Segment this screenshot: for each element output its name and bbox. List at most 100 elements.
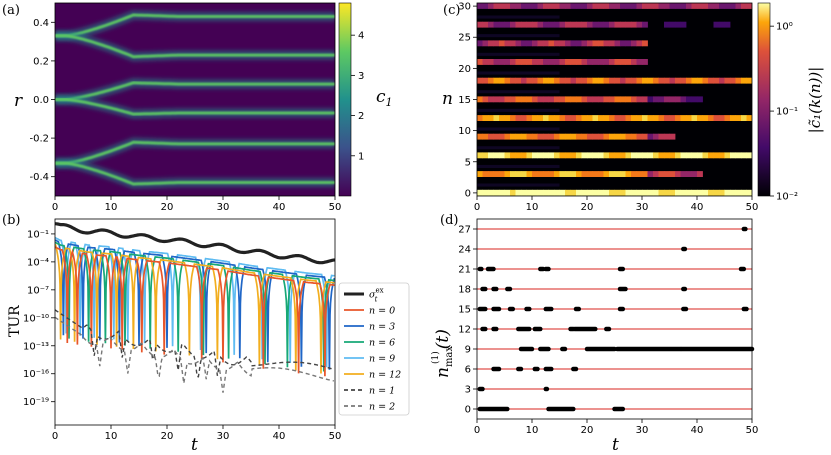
legend-b-entry: n = 3 bbox=[369, 322, 395, 333]
axis-d-y-ticklabel: 12 bbox=[458, 325, 471, 336]
heatmap-c-cell bbox=[554, 189, 560, 196]
heatmap-c-cell bbox=[647, 152, 654, 159]
axis-b-x-ticklabel: 50 bbox=[329, 431, 342, 442]
heatmap-c-cell bbox=[521, 171, 527, 177]
heatmap-c-cell bbox=[565, 189, 571, 196]
axis-a-y-ticklabel: 0.4 bbox=[33, 18, 49, 29]
heatmap-c-cell bbox=[658, 133, 665, 140]
heatmap-c-cell bbox=[537, 189, 544, 196]
heatmap-c-cell bbox=[636, 59, 643, 65]
heatmap-c-cell bbox=[554, 40, 560, 47]
heatmap-c-cell bbox=[669, 96, 676, 103]
axis-a-x-ticklabel: 30 bbox=[217, 202, 230, 213]
axis-d-x-ticklabel: 10 bbox=[526, 425, 539, 436]
heatmap-c-cell bbox=[664, 77, 670, 84]
heatmap-c-cell bbox=[609, 3, 615, 9]
heatmap-c-cell bbox=[510, 3, 516, 9]
axis-c-x-ticklabel: 50 bbox=[746, 202, 759, 213]
heatmap-c-cell bbox=[504, 152, 511, 159]
heatmap-c-cell bbox=[609, 96, 615, 103]
heatmap-c-cell bbox=[730, 189, 736, 196]
axis-c-y: 0 5 10 15 20 25 30 bbox=[458, 2, 477, 199]
heatmap-c-cell bbox=[636, 96, 643, 103]
colorbar-a-label: c1 bbox=[376, 87, 393, 109]
heatmap-c-cell bbox=[598, 115, 604, 121]
heatmap-c-cell bbox=[537, 133, 544, 140]
heatmap-c-cell bbox=[686, 189, 692, 196]
heatmap-c-cell bbox=[686, 115, 692, 121]
heatmap-c-cell bbox=[515, 189, 522, 196]
heatmap-c-cell bbox=[543, 59, 549, 65]
axis-a-ylabel: r bbox=[14, 91, 23, 111]
heatmap-c-cell bbox=[565, 152, 571, 159]
heatmap-c-cell bbox=[521, 133, 527, 140]
heatmap-c-cell bbox=[598, 21, 604, 28]
plot-d-background bbox=[477, 219, 752, 419]
heatmap-c-cell bbox=[504, 40, 511, 47]
heatmap-c-cell bbox=[482, 171, 489, 177]
heatmap-c-cell bbox=[702, 3, 709, 9]
series-n-line bbox=[55, 239, 335, 370]
heatmap-c-cell bbox=[603, 152, 610, 159]
heatmap-c-cell bbox=[664, 21, 670, 28]
heatmap-c-cell bbox=[719, 152, 725, 159]
heatmap-c-cell bbox=[543, 40, 549, 47]
colorbar-a-ticks: 1 2 3 4 bbox=[351, 31, 364, 162]
heatmap-c-faint-row bbox=[477, 164, 560, 168]
heatmap-c-cell bbox=[526, 189, 533, 196]
heatmap-c-cell bbox=[477, 189, 483, 196]
heatmap-c-cell bbox=[515, 21, 522, 28]
heatmap-c-cell bbox=[680, 96, 687, 103]
heatmap-c-faint-row bbox=[477, 108, 560, 112]
heatmap-c-cell bbox=[499, 40, 505, 47]
heatmap-c-cell bbox=[482, 40, 489, 47]
heatmap-c-cell bbox=[642, 115, 648, 121]
heatmap-c-cell bbox=[532, 21, 538, 28]
heatmap-c-cell bbox=[647, 96, 654, 103]
heatmap-c-cell bbox=[565, 40, 571, 47]
heatmap-c-cell bbox=[620, 171, 626, 177]
heatmap-c-cell bbox=[603, 171, 610, 177]
axis-b-ylabel: TUR bbox=[7, 305, 23, 337]
heatmap-c-cell bbox=[526, 115, 533, 121]
heatmap-c-cell bbox=[559, 96, 566, 103]
heatmap-c-cell bbox=[664, 115, 670, 121]
axis-d-xlabel: t bbox=[612, 435, 619, 455]
heatmap-c-cell bbox=[603, 40, 610, 47]
heatmap-c-cell bbox=[741, 152, 747, 159]
heatmap-c-cell bbox=[592, 21, 599, 28]
heatmap-c-cell bbox=[587, 133, 593, 140]
heatmap-c-cell bbox=[620, 133, 626, 140]
heatmap-c-cell bbox=[620, 77, 626, 84]
axis-b-y-ticklabel: 10⁻¹ bbox=[27, 229, 49, 240]
heatmap-c-cell bbox=[581, 171, 588, 177]
heatmap-c-cell bbox=[543, 189, 549, 196]
heatmap-c-cell bbox=[554, 21, 560, 28]
heatmap-c-cell bbox=[598, 40, 604, 47]
heatmap-c-cell bbox=[488, 171, 494, 177]
axis-d-y-ticklabel: 9 bbox=[465, 345, 471, 356]
heatmap-c-rows bbox=[477, 3, 752, 196]
axis-b-x-ticklabel: 40 bbox=[273, 431, 286, 442]
heatmap-c-faint-row bbox=[477, 146, 560, 150]
heatmap-c-cell bbox=[488, 21, 494, 28]
axis-d-y-ticklabel: 3 bbox=[465, 385, 471, 396]
panel-b-label: (b) bbox=[2, 213, 20, 228]
heatmap-c-cell bbox=[642, 3, 648, 9]
heatmap-a-background bbox=[55, 3, 335, 196]
heatmap-c-cell bbox=[548, 189, 555, 196]
heatmap-c-cell bbox=[581, 40, 588, 47]
axis-d-y-ticklabel: 18 bbox=[458, 285, 471, 296]
heatmap-c-cell bbox=[730, 3, 736, 9]
axis-d-y-ticklabel: 24 bbox=[458, 245, 471, 256]
heatmap-c-cell bbox=[537, 77, 544, 84]
heatmap-c-cell bbox=[713, 77, 720, 84]
heatmap-c-cell bbox=[614, 3, 621, 9]
heatmap-c-cell bbox=[609, 21, 615, 28]
heatmap-c-cell bbox=[521, 115, 527, 121]
heatmap-c-cell bbox=[592, 152, 599, 159]
heatmap-a-stream-core bbox=[55, 140, 335, 165]
heatmap-c-cell bbox=[664, 152, 670, 159]
heatmap-c-cell bbox=[504, 59, 511, 65]
plot-b-series bbox=[55, 222, 335, 393]
